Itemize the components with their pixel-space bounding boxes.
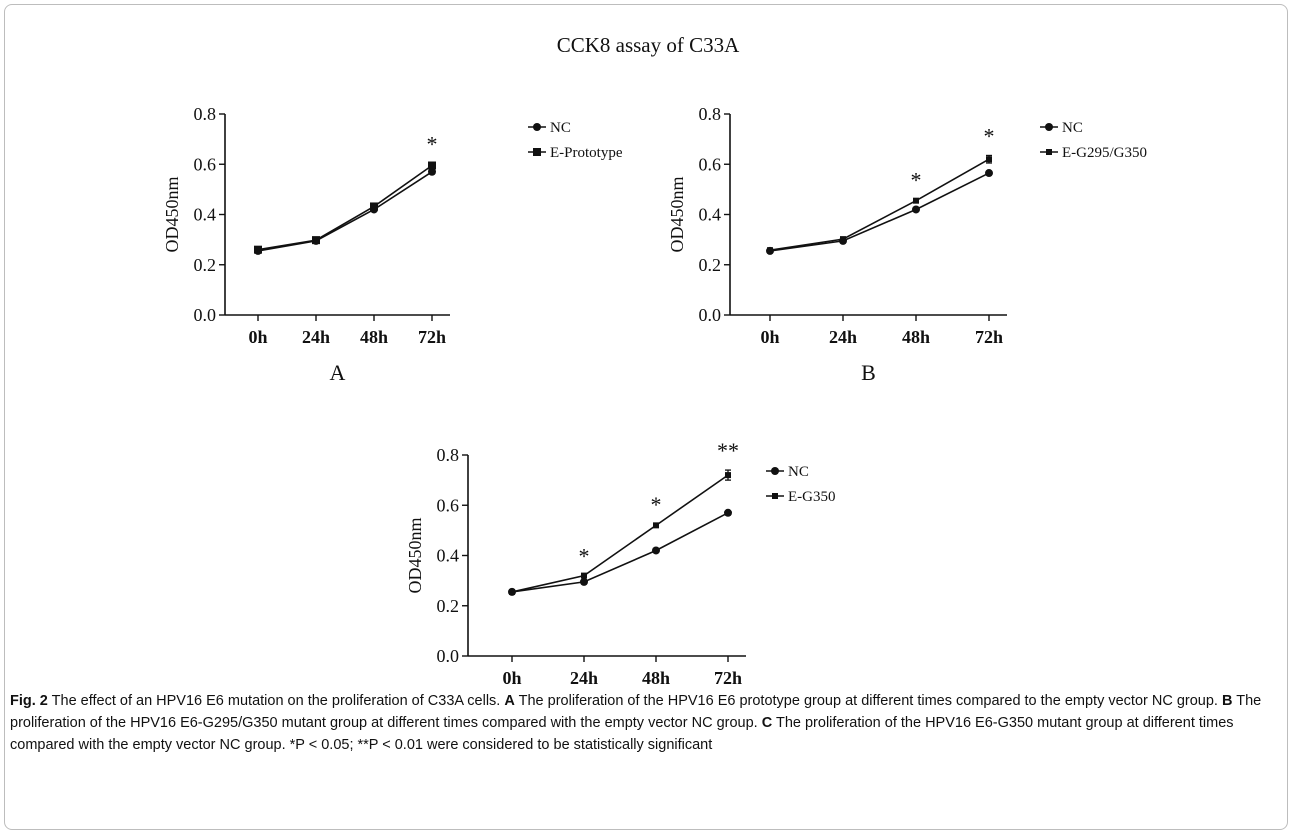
data-point [428,167,436,176]
caption-b-label: B [1221,693,1233,709]
y-tick-label: 0.2 [699,255,722,275]
data-point [580,577,588,586]
y-axis-title: OD450nm [405,518,425,594]
data-point [653,522,659,529]
data-point [652,546,660,555]
x-tick-label: 0h [502,668,521,688]
legend-marker [772,493,778,499]
x-tick-label: 48h [642,668,670,688]
significance-marker: ** [717,438,739,463]
figure-frame [4,4,1288,830]
significance-marker: * [427,131,438,156]
legend-label: E-G350 [788,489,836,505]
x-tick-label: 72h [714,668,742,688]
y-tick-label: 0.0 [437,646,460,666]
x-tick-label: 48h [360,327,388,347]
y-tick-label: 0.6 [699,154,722,174]
chart-panel-a: 0.0 0.2 0.4 0.6 0.8 0h 24h 48h 72h OD450nm A * NC E-P… [162,104,623,385]
chart-panels: 0.0 0.2 0.4 0.6 0.8 0h 24h 48h 72h OD450nm A * NC E-P… [162,104,1147,688]
significance-marker: * [579,544,590,569]
y-tick-label: 0.8 [194,104,217,124]
series-line [511,512,729,593]
data-point [913,197,919,204]
data-point [725,472,731,479]
panel-label: B [861,360,876,385]
x-tick-label: 0h [760,327,779,347]
legend-marker [533,148,541,156]
y-tick-label: 0.4 [194,205,217,225]
chart-panel-c: 0.00.20.40.60.80h24h48h72hOD450nmC****NC… [405,438,836,688]
legend-marker [533,123,541,131]
data-point [724,508,732,517]
data-point [312,236,320,245]
x-tick-label: 24h [570,668,598,688]
y-tick-label: 0.8 [699,104,722,124]
series-line [769,172,990,252]
y-axis-title: OD450nm [162,177,182,253]
significance-marker: * [984,123,995,148]
legend-label: NC [788,464,809,480]
y-tick-label: 0.8 [437,445,460,465]
legend-marker [1045,123,1053,131]
figure-title: CCK8 assay of C33A [557,33,740,57]
y-tick-label: 0.0 [194,305,217,325]
x-tick-label: 72h [975,327,1003,347]
x-tick-label: 48h [902,327,930,347]
caption-intro: The effect of an HPV16 E6 mutation on th… [47,693,505,709]
legend-label: NC [1062,120,1083,136]
series-line [769,158,990,251]
legend-label: E-G295/G350 [1062,145,1147,161]
x-tick-label: 24h [829,327,857,347]
legend-marker [1046,149,1052,155]
y-tick-label: 0.4 [437,546,460,566]
data-point [581,572,587,579]
data-point [985,169,993,178]
series-line [257,164,433,251]
caption-b-text: The proliferation of the HPV16 E6-G295/G… [10,693,1262,731]
panel-label: A [330,360,346,385]
chart-panel-b: 0.0 0.2 0.4 0.6 0.8 0h 24h 48h 72h OD450nm B * * NC E-… [667,104,1147,385]
x-tick-label: 24h [302,327,330,347]
legend-label: NC [550,120,571,136]
x-tick-label: 72h [418,327,446,347]
y-tick-label: 0.0 [699,305,722,325]
legend-label: E-Prototype [550,145,623,161]
y-axis-title: OD450nm [667,177,687,253]
data-point [428,161,436,170]
data-point [509,588,515,595]
caption-a-text: The proliferation of the HPV16 E6 protot… [514,693,1222,709]
significance-marker: * [911,167,922,192]
x-tick-label: 0h [248,327,267,347]
data-point [767,247,773,254]
series-line [257,171,433,252]
significance-marker: * [651,492,662,517]
caption-fig-label: Fig. 2 [10,693,48,709]
y-tick-label: 0.4 [699,205,722,225]
data-point [254,245,262,254]
caption-a-label: A [504,693,515,709]
y-tick-label: 0.6 [194,154,217,174]
legend-marker [771,467,779,475]
y-tick-label: 0.2 [194,255,217,275]
data-point [912,205,920,214]
caption-c-text: The proliferation of the HPV16 E6-G350 m… [10,715,1234,753]
data-point [986,156,992,163]
charts-canvas: CCK8 assay of C33A 0.0 0.2 0.4 0.6 0.8 0h 24h 4… [162,33,1147,688]
data-point [840,236,846,243]
y-tick-label: 0.2 [437,596,460,616]
series-line [511,474,729,593]
y-tick-label: 0.6 [437,495,460,515]
caption-c-label: C [761,715,773,731]
data-point [370,202,378,211]
figure-caption: Fig. 2 The effect of an HPV16 E6 mutatio… [10,690,1280,756]
